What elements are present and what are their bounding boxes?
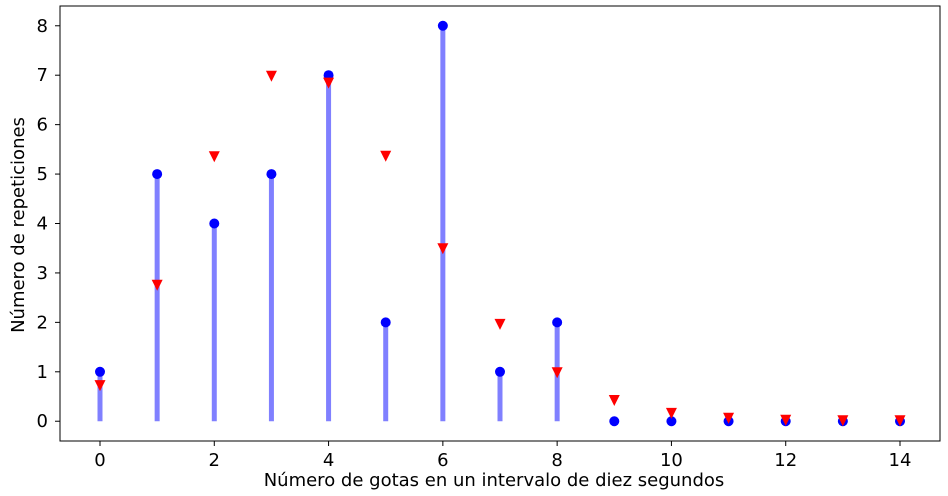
observed-point — [552, 317, 563, 328]
y-tick-label: 7 — [37, 65, 48, 86]
expected-point — [494, 318, 506, 330]
x-tick-label: 8 — [551, 450, 562, 471]
expected-point — [323, 77, 335, 89]
expected-point — [265, 70, 277, 82]
y-tick-label: 4 — [37, 214, 48, 235]
y-tick-label: 0 — [37, 411, 48, 432]
observed-point — [152, 169, 163, 180]
y-tick-label: 2 — [37, 312, 48, 333]
observed-point — [266, 169, 277, 180]
expected-point — [608, 394, 620, 406]
observed-point — [380, 317, 391, 328]
y-tick-label: 3 — [37, 263, 48, 284]
expected-point — [380, 150, 392, 162]
expected-point — [208, 151, 220, 163]
x-tick-label: 0 — [94, 450, 105, 471]
data-markers — [94, 20, 906, 427]
observed-point — [95, 366, 105, 377]
x-tick-label: 4 — [323, 450, 334, 471]
y-tick-label: 8 — [37, 16, 48, 37]
x-tick-label: 2 — [209, 450, 220, 471]
expected-point — [723, 412, 735, 424]
y-axis-label: Número de repeticiones — [8, 117, 29, 333]
y-tick-label: 6 — [37, 115, 48, 136]
expected-point — [551, 367, 563, 379]
expected-point — [94, 380, 106, 392]
expected-point — [665, 407, 677, 419]
y-tick-label: 5 — [37, 164, 48, 185]
observed-point — [666, 416, 677, 427]
x-tick-label: 14 — [889, 450, 912, 471]
x-tick-label: 10 — [660, 450, 683, 471]
x-tick-label: 6 — [437, 450, 448, 471]
x-axis-label: Número de gotas en un intervalo de diez … — [264, 470, 725, 491]
observed-point — [209, 218, 220, 229]
y-tick-label: 1 — [37, 362, 48, 383]
expected-point — [437, 243, 449, 255]
x-tick-label: 12 — [774, 450, 797, 471]
expected-point — [780, 414, 792, 426]
expected-point — [151, 279, 163, 291]
expected-point — [837, 415, 849, 427]
observed-point — [495, 366, 505, 377]
expected-point — [894, 415, 906, 427]
observed-point — [609, 416, 620, 427]
observed-point — [437, 20, 448, 31]
stem-lines — [97, 25, 560, 422]
